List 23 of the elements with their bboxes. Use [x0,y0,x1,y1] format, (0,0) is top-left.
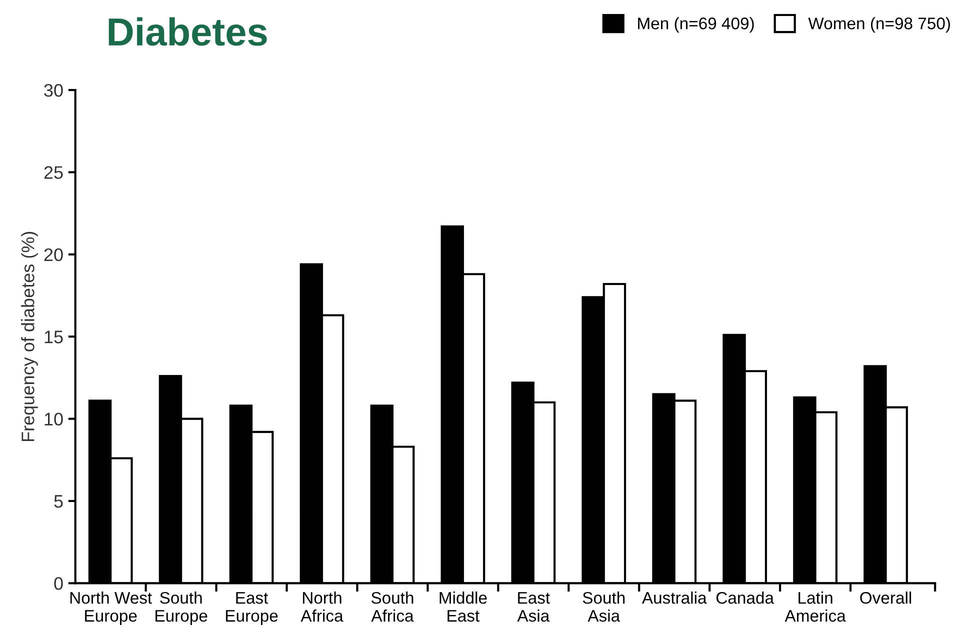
y-tick-label: 5 [54,495,63,508]
x-tick-label: North Africa [300,592,344,622]
legend-label: Women (n=98 750) [808,17,950,33]
x-tick-label: South Europe [156,592,208,626]
x-tick-label: Australia [642,592,707,604]
x-tick-label: Middle East [440,592,487,622]
x-tick-label: Canada [716,592,774,604]
x-tick-label: South Asia [582,592,625,622]
x-tick-label: East Europe [226,592,278,626]
y-tick-label: 0 [54,577,63,590]
y-tick-label: 10 [44,412,63,426]
legend-label: Men (n=69 409) [638,17,754,33]
x-tick-label: North West Europe [70,592,152,626]
y-tick-label: 25 [44,166,63,179]
y-axis-title: Frequency of diabetes (%) [21,232,38,441]
y-tick-label: 20 [44,248,63,262]
x-tick-label: East Asia [517,592,550,622]
x-tick-label: Latin America [784,592,846,622]
x-tick-label: South Africa [371,592,414,622]
y-tick-label: 30 [44,84,63,97]
y-tick-label: 15 [44,330,63,344]
x-tick-label: Overall [860,592,912,604]
chart-title: Diabetes [108,17,267,46]
